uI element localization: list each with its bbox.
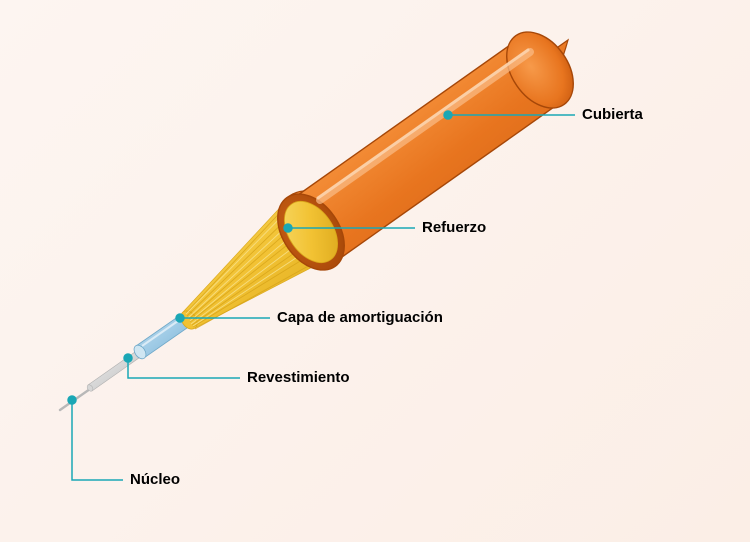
label-revestimiento: Revestimiento [247, 369, 350, 386]
label-cubierta: Cubierta [582, 106, 643, 123]
jacket-layer [264, 20, 587, 283]
label-refuerzo: Refuerzo [422, 219, 486, 236]
fiber-optic-diagram [0, 0, 750, 542]
label-capa: Capa de amortiguación [277, 309, 443, 326]
callout-lines [68, 111, 575, 480]
label-nucleo: Núcleo [130, 471, 180, 488]
